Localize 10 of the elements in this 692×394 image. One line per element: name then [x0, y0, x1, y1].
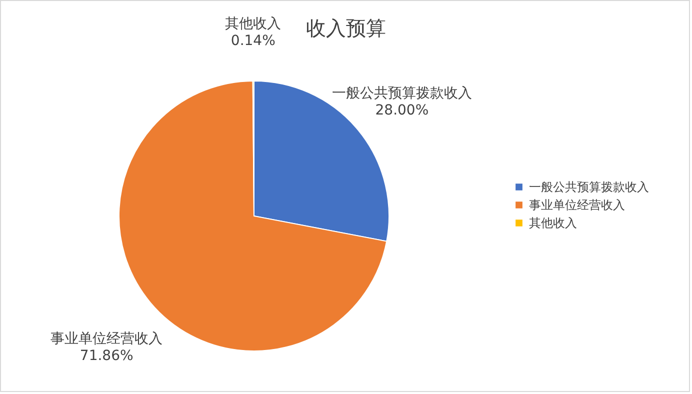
- slice-label: 一般公共预算拨款收入: [332, 86, 472, 102]
- legend-label: 其他收入: [529, 216, 577, 230]
- legend-label: 事业单位经营收入: [529, 198, 625, 212]
- data-label: 71.86%: [80, 348, 134, 364]
- slice-label: 其他收入: [225, 16, 282, 32]
- chart-title: 收入预算: [306, 16, 386, 40]
- legend-label: 一般公共预算拨款收入: [529, 180, 649, 194]
- slice-label: 事业单位经营收入: [50, 331, 163, 348]
- data-label: 0.14%: [230, 33, 276, 49]
- data-label: 28.00%: [375, 102, 429, 119]
